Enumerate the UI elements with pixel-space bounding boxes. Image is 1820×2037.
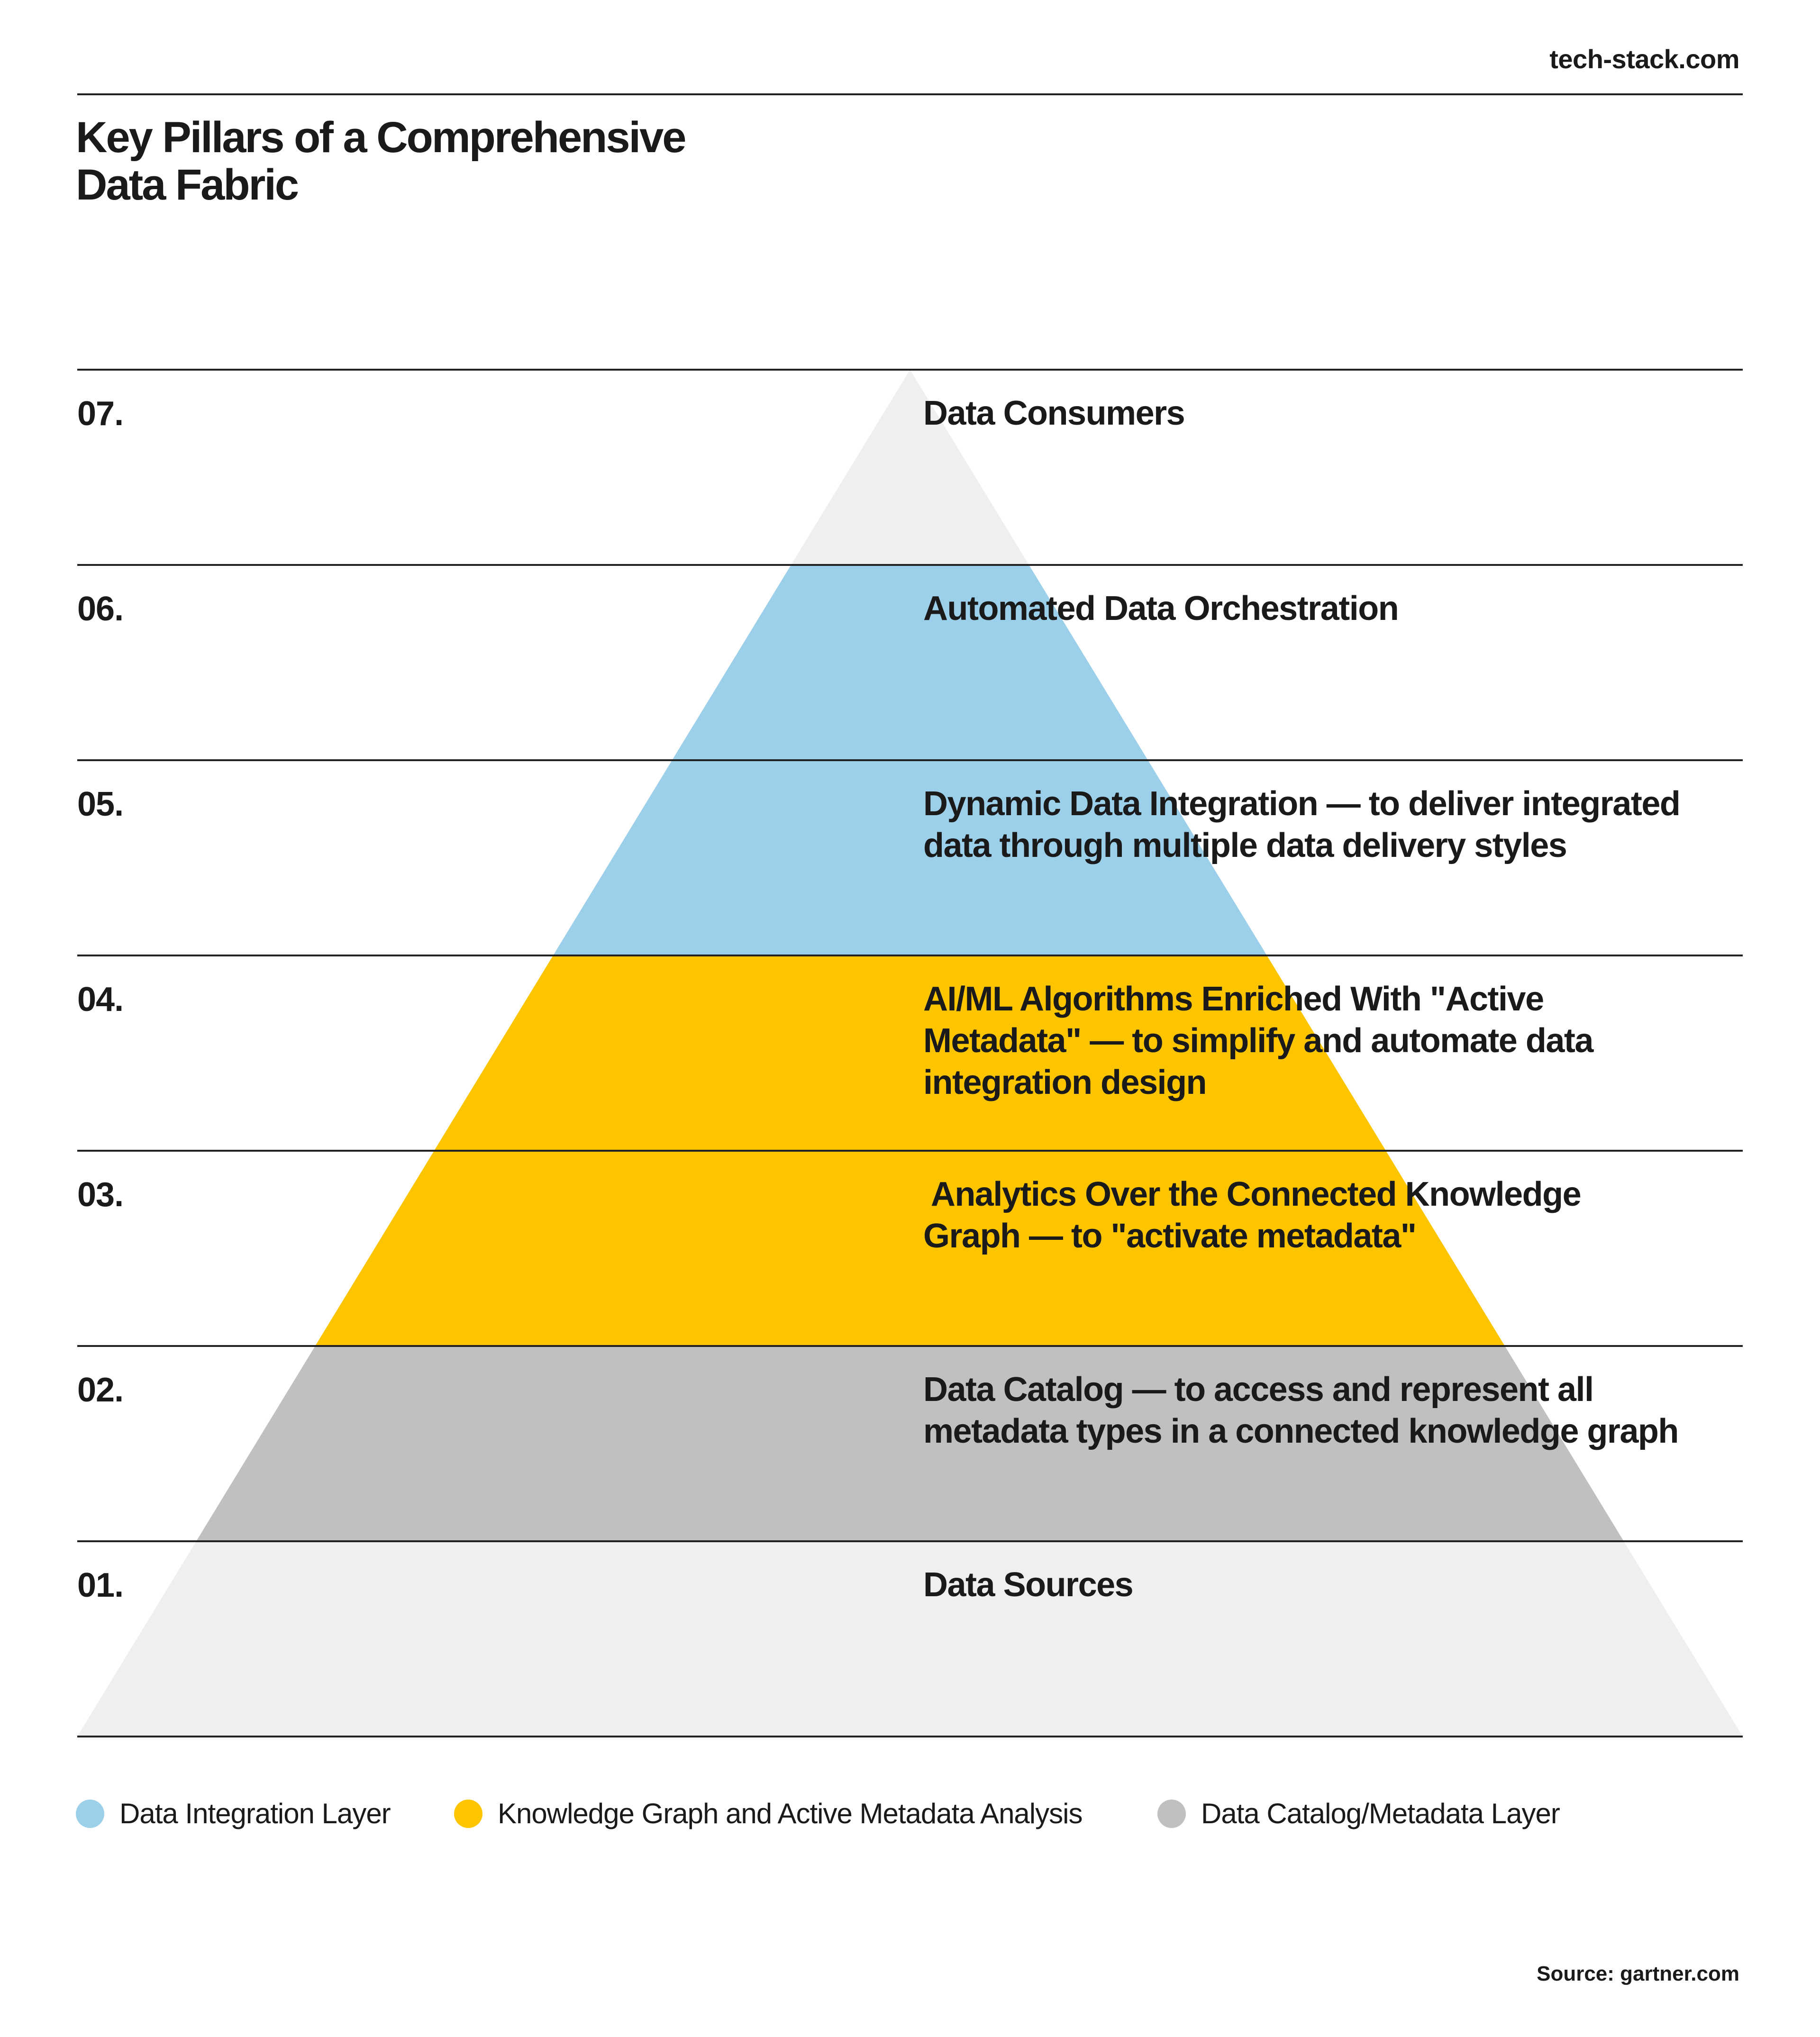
- row-divider: [77, 759, 1743, 761]
- layer-description-line: data through multiple data delivery styl…: [923, 827, 1567, 864]
- layer-description: AI/ML Algorithms Enriched With "Active Me…: [923, 978, 1729, 1103]
- row-divider: [77, 955, 1743, 956]
- legend-item-catalog: Data Catalog/Metadata Layer: [1157, 1797, 1560, 1830]
- legend-dot-knowledge: [454, 1799, 482, 1828]
- layer-description-line: integration design: [923, 1064, 1207, 1101]
- layer-description-line: Metadata" — to simplify and automate dat…: [923, 1022, 1593, 1060]
- page-title: Key Pillars of a Comprehensive Data Fabr…: [76, 114, 882, 209]
- layer-number: 06.: [77, 590, 124, 628]
- layer-description: Data Sources: [923, 1564, 1729, 1606]
- layer-description-line: Dynamic Data Integration — to deliver in…: [923, 785, 1681, 823]
- pyramid-band-07: [791, 370, 1029, 565]
- row-divider: [77, 1540, 1743, 1542]
- layer-description: Dynamic Data Integration — to deliver in…: [923, 783, 1729, 866]
- row-divider: [77, 1150, 1743, 1152]
- title-line-2: Data Fabric: [76, 161, 299, 209]
- row-divider: [77, 1736, 1743, 1737]
- row-divider: [77, 369, 1743, 371]
- layer-description-line: AI/ML Algorithms Enriched With "Active: [923, 980, 1544, 1018]
- layer-description: Automated Data Orchestration: [923, 588, 1729, 629]
- layer-number: 02.: [77, 1371, 124, 1409]
- layer-description-line: Analytics Over the Connected Knowledge: [923, 1175, 1582, 1213]
- title-line-1: Key Pillars of a Comprehensive: [76, 113, 686, 162]
- site-name[interactable]: tech-stack.com: [1549, 44, 1739, 74]
- legend-item-knowledge: Knowledge Graph and Active Metadata Anal…: [454, 1797, 1083, 1830]
- source-note: Source: gartner.com: [1537, 1962, 1739, 1985]
- pyramid-band-02: [196, 1346, 1624, 1541]
- legend-item-integration: Data Integration Layer: [76, 1797, 391, 1830]
- legend-label: Data Integration Layer: [119, 1798, 391, 1829]
- layer-description-line: Data Consumers: [923, 394, 1185, 432]
- layer-description-line: metadata types in a connected knowledge …: [923, 1412, 1679, 1450]
- legend-label: Data Catalog/Metadata Layer: [1201, 1798, 1560, 1829]
- legend-dot-catalog: [1157, 1799, 1186, 1828]
- row-divider: [77, 564, 1743, 566]
- top-divider: [77, 93, 1743, 95]
- legend: Data Integration Layer Knowledge Graph a…: [0, 1797, 1820, 1845]
- legend-label: Knowledge Graph and Active Metadata Anal…: [498, 1798, 1083, 1829]
- layer-description-line: Data Catalog — to access and represent a…: [923, 1371, 1594, 1409]
- row-divider: [77, 1345, 1743, 1347]
- layer-description: Analytics Over the Connected Knowledge Gr…: [923, 1173, 1729, 1257]
- layer-number: 03.: [77, 1176, 124, 1214]
- layer-description: Data Consumers: [923, 392, 1729, 434]
- layer-number: 05.: [77, 785, 124, 823]
- layer-description-line: Automated Data Orchestration: [923, 590, 1399, 627]
- layer-description-line: Data Sources: [923, 1566, 1134, 1604]
- pyramid-band-04: [434, 955, 1386, 1151]
- layer-number: 04.: [77, 981, 124, 1018]
- layer-number: 01.: [77, 1566, 124, 1604]
- legend-dot-integration: [76, 1799, 104, 1828]
- pyramid-diagram: [77, 369, 1743, 1737]
- pyramid-band-05: [553, 760, 1267, 955]
- pyramid-band-06: [672, 565, 1148, 760]
- pyramid-band-01: [77, 1541, 1743, 1737]
- layer-description: Data Catalog — to access and represent a…: [923, 1369, 1729, 1452]
- layer-number: 07.: [77, 395, 124, 433]
- pyramid-band-03: [315, 1151, 1505, 1346]
- layer-description-line: Graph — to "activate metadata": [923, 1217, 1417, 1255]
